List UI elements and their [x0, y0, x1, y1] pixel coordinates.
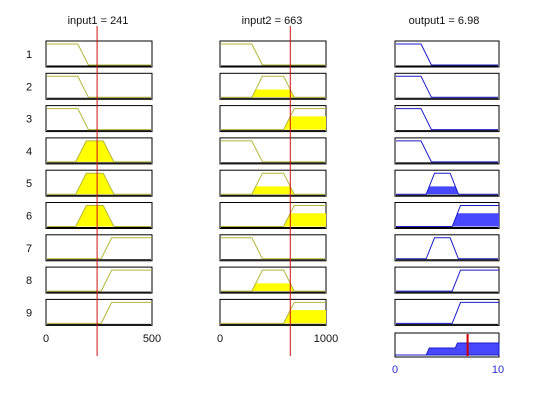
aggregate-output-area — [395, 342, 500, 356]
rule-number: 4 — [26, 146, 32, 158]
input1-mf-line — [47, 205, 151, 227]
column-title: output1 = 6.98 — [409, 15, 480, 27]
input2-mf-line — [221, 43, 325, 66]
output1-rule-box[interactable] — [394, 234, 500, 262]
input1-rule-box[interactable] — [45, 298, 153, 326]
rule-number: 6 — [26, 211, 32, 223]
input1-rule-box[interactable] — [45, 72, 153, 100]
output1-mf-line — [396, 140, 498, 163]
output1-mf-line — [396, 205, 499, 227]
input2-mf-fill — [251, 186, 295, 195]
output1-mf-line — [396, 43, 498, 66]
output1-mf-line — [396, 75, 498, 98]
output1-rule-box[interactable] — [394, 266, 500, 294]
column-title: input1 = 241 — [68, 15, 129, 27]
input1-mf-line — [47, 43, 151, 66]
input1-rule-box[interactable] — [45, 266, 153, 294]
input2-mf-line — [221, 75, 325, 98]
rule-number: 3 — [26, 114, 32, 126]
column-title: input2 = 663 — [242, 15, 303, 27]
input1-mf-line — [47, 301, 152, 324]
input2-rule-box[interactable] — [219, 234, 327, 262]
output1-mf-line — [396, 172, 498, 195]
input1-mf-line — [47, 237, 152, 260]
input1-mf-line — [47, 269, 152, 292]
input2-mf-line — [221, 205, 326, 227]
output1-rule-box[interactable] — [394, 40, 500, 68]
input2-mf-fill — [251, 283, 295, 292]
input2-mf-line — [221, 172, 325, 195]
input2-mf-line — [221, 269, 325, 292]
input2-mf-fill — [283, 116, 326, 130]
rule-number: 2 — [26, 81, 32, 93]
input2-mf-line — [221, 140, 325, 163]
input1-mf-fill — [75, 205, 114, 227]
input2-rule-box[interactable] — [219, 137, 327, 165]
output1-mf-fill — [452, 213, 499, 227]
input1-mf-fill — [75, 140, 114, 162]
input2-mf-line — [221, 108, 326, 131]
axis-tick-label: 0 — [43, 333, 49, 345]
rule-number: 9 — [26, 307, 32, 319]
input2-mf-fill — [283, 310, 326, 324]
input1-rule-box[interactable] — [45, 40, 153, 68]
output1-mf-line — [396, 108, 498, 131]
output1-mf-fill — [426, 186, 459, 195]
input2-mf-line — [221, 237, 325, 260]
axis-tick-label: 10 — [492, 364, 504, 376]
output1-mf-line — [396, 269, 499, 292]
input2-mf-fill — [283, 213, 326, 227]
axis-tick-label: 0 — [392, 364, 398, 376]
output1-rule-box[interactable] — [394, 72, 500, 100]
axis-tick-label: 0 — [217, 333, 223, 345]
rule-number: 7 — [26, 243, 32, 255]
axis-tick-label: 500 — [143, 333, 161, 345]
input2-mf-line — [221, 301, 326, 324]
rule-number: 1 — [26, 49, 32, 61]
input2-mf-fill — [251, 89, 295, 98]
rule-number: 8 — [26, 275, 32, 287]
input1-mf-line — [47, 140, 151, 163]
input1-mf-fill — [75, 173, 114, 195]
axis-tick-label: 1000 — [314, 333, 338, 345]
output1-rule-box[interactable] — [394, 298, 500, 326]
input1-mf-line — [47, 108, 151, 131]
input2-rule-box[interactable] — [219, 40, 327, 68]
input1-mf-line — [47, 172, 151, 195]
input1-mf-line — [47, 75, 151, 98]
rule-number: 5 — [26, 178, 32, 190]
input1-rule-box[interactable] — [45, 234, 153, 262]
output1-mf-line — [396, 301, 499, 324]
output1-rule-box[interactable] — [394, 137, 500, 165]
output1-rule-box[interactable] — [394, 105, 500, 133]
input1-rule-box[interactable] — [45, 105, 153, 133]
output1-mf-line — [396, 237, 498, 260]
